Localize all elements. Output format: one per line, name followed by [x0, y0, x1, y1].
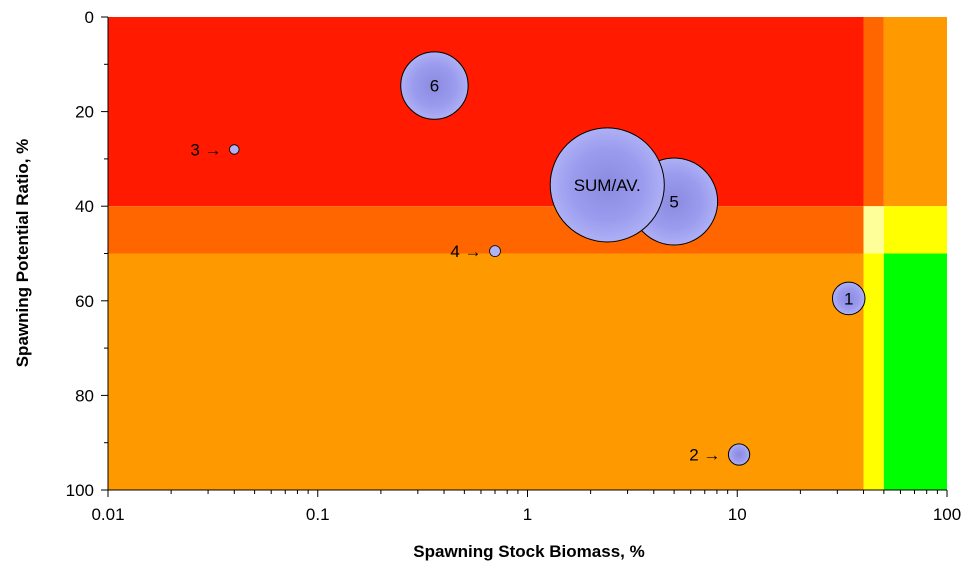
bubble-2: [727, 443, 751, 466]
y-tick-label: 60: [75, 292, 94, 311]
x-axis-title: Spawning Stock Biomass, %: [413, 542, 644, 561]
x-tick-label: 1: [523, 505, 532, 524]
zone-9: [883, 253, 947, 490]
bubble-label: 5: [669, 192, 678, 211]
y-tick-label: 20: [75, 103, 94, 122]
bubble-pointer-label: 4 →: [450, 242, 481, 261]
y-axis-title: Spawning Potential Ratio, %: [13, 139, 32, 368]
x-tick-label: 0.01: [91, 505, 124, 524]
x-tick-label: 100: [933, 505, 961, 524]
x-tick-label: 0.1: [306, 505, 330, 524]
zone-4: [108, 206, 864, 254]
bubble-pointer-label: 3 →: [190, 140, 221, 159]
y-tick-label: 0: [85, 8, 94, 27]
zone-5: [863, 206, 884, 254]
zone-8: [863, 253, 884, 490]
bubble-pointer-label: 2 →: [689, 446, 720, 465]
zone-2: [863, 17, 884, 207]
bubble-layer: 6 3 → 4 → 1 2 → 5 SUM/AV.: [190, 51, 866, 466]
zone-6: [883, 206, 947, 254]
bubble-3: [229, 144, 240, 155]
bubble-label: 6: [430, 77, 439, 96]
zone-1: [108, 17, 864, 207]
bubble-1: [831, 281, 866, 316]
zone-layer: [108, 17, 947, 490]
bubble-label: 1: [844, 289, 853, 308]
y-tick-label: 100: [66, 481, 94, 500]
zone-3: [883, 17, 947, 207]
x-tick-label: 10: [728, 505, 747, 524]
axes: 0.01 0.1 1 10 100 0 20 40 60 80 100: [66, 8, 962, 524]
y-tick-label: 40: [75, 197, 94, 216]
bubble-sum-av: [549, 127, 665, 243]
bubble-6: [400, 51, 469, 120]
bubble-label: SUM/AV.: [574, 176, 641, 195]
y-tick-label: 80: [75, 386, 94, 405]
bubble-4: [489, 245, 501, 258]
